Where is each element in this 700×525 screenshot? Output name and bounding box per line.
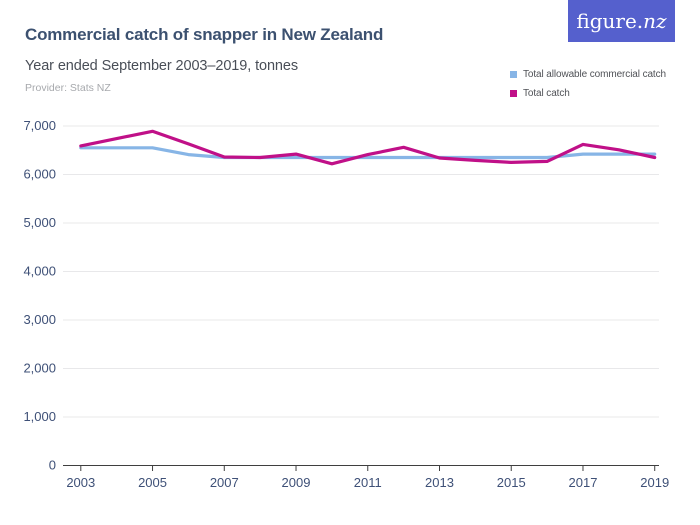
provider-note: Provider: Stats NZ [25, 82, 111, 94]
x-tick-label-2013: 2013 [425, 475, 454, 490]
x-tick-label-2019: 2019 [640, 475, 669, 490]
chart-subtitle: Year ended September 2003–2019, tonnes [25, 58, 299, 74]
x-tick-label-2017: 2017 [569, 475, 598, 490]
x-tick-label-2007: 2007 [210, 475, 239, 490]
y-tick-label-3000: 3,000 [23, 312, 56, 327]
legend-item-total-catch: Total catch [510, 88, 666, 99]
y-tick-label-2000: 2,000 [23, 361, 56, 376]
y-tick-label-4000: 4,000 [23, 264, 56, 279]
series-line-total-catch [79, 129, 657, 166]
y-tick-label-7000: 7,000 [23, 118, 56, 133]
chart-title: Commercial catch of snapper in New Zeala… [25, 25, 384, 44]
y-tick-label-1000: 1,000 [23, 409, 56, 424]
x-tick-label-2011: 2011 [354, 475, 382, 490]
legend-item-total-allowable-commercial-catch: Total allowable commercial catch [510, 69, 666, 80]
logo-text-main: figure. [576, 9, 644, 33]
x-tick-label-2015: 2015 [497, 475, 526, 490]
x-tick-label-2005: 2005 [138, 475, 167, 490]
y-tick-label-5000: 5,000 [23, 215, 56, 230]
figure-nz-logo[interactable]: figure.nz [568, 0, 675, 42]
legend-label-tacc: Total allowable commercial catch [523, 69, 666, 80]
tacc-swatch [510, 71, 517, 78]
logo-text-nz: nz [643, 9, 667, 33]
y-tick-label-6000: 6,000 [23, 167, 56, 182]
x-tick-label-2003: 2003 [66, 475, 95, 490]
logo-wordmark: figure.nz [576, 9, 666, 33]
y-tick-label-0: 0 [49, 458, 56, 473]
legend: Total allowable commercial catch Total c… [510, 69, 666, 107]
x-tick-label-2009: 2009 [282, 475, 311, 490]
legend-label-total-catch: Total catch [523, 88, 570, 99]
total-catch-swatch [510, 90, 517, 97]
